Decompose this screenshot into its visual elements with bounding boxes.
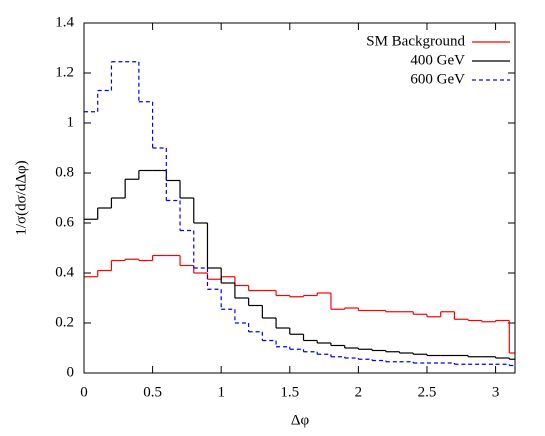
y-axis-label: 1/σ(dσ/dΔφ) [13,160,29,235]
y-tick-label: 0.6 [55,214,74,230]
x-axis-label: Δφ [291,412,310,428]
y-tick-label: 0.4 [55,264,74,280]
y-tick-label: 1.4 [55,14,74,30]
x-tick-label: 3 [492,384,500,400]
legend-label: 400 GeV [410,52,465,68]
x-tick-label: 2.5 [418,384,437,400]
plot-frame [83,22,516,374]
x-tick-label: 2 [355,384,363,400]
x-tick-label: 0 [80,384,88,400]
y-tick-label: 1.2 [55,64,74,80]
legend-label: 600 GeV [410,71,465,87]
y-tick-label: 0 [67,364,75,380]
x-tick-label: 1.5 [280,384,299,400]
legend-label: SM Background [366,33,465,49]
y-tick-label: 1 [67,114,75,130]
x-tick-label: 1 [217,384,225,400]
y-tick-label: 0.2 [55,314,74,330]
x-tick-label: 0.5 [143,384,162,400]
y-tick-label: 0.8 [55,164,74,180]
